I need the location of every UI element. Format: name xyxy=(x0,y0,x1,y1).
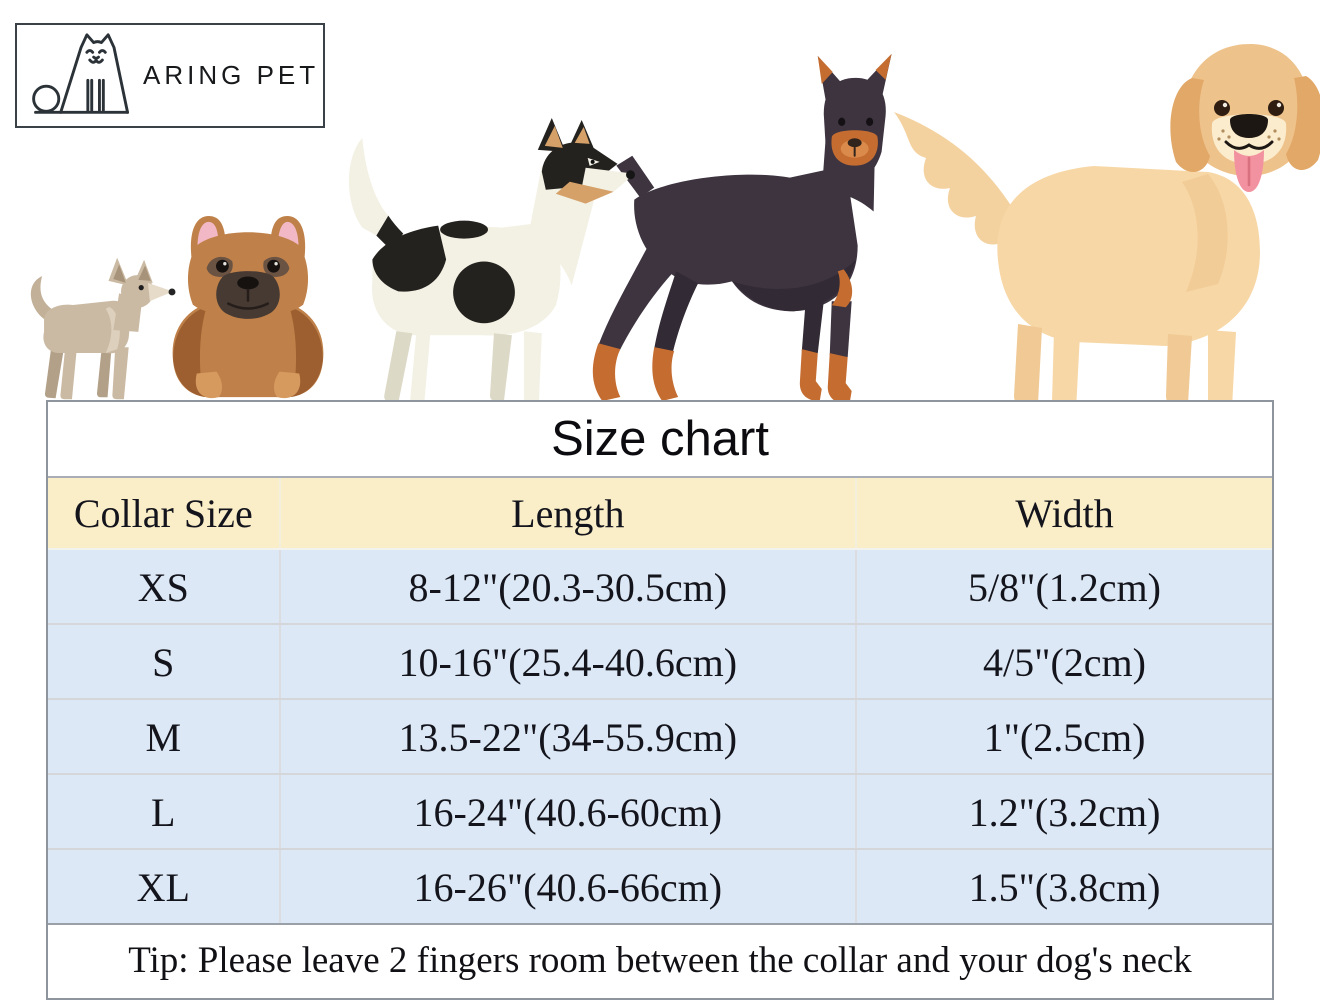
table-row-l: L 16-24"(40.6-60cm) 1.2"(3.2cm) xyxy=(48,773,1272,848)
cell-width: 4/5"(2cm) xyxy=(983,639,1146,685)
column-header-length: Length xyxy=(281,478,858,548)
cell-length: 16-26"(40.6-66cm) xyxy=(281,850,858,923)
cell-length: 16-24"(40.6-60cm) xyxy=(281,775,858,848)
cell-length: 8-12"(20.3-30.5cm) xyxy=(281,550,858,623)
size-chart-table: Size chart Collar Size Length Width XS 8… xyxy=(46,400,1274,1000)
table-header-row: Collar Size Length Width xyxy=(48,478,1272,548)
cell-size: XS xyxy=(48,550,281,623)
cell-size: M xyxy=(48,700,281,773)
cat-line-icon xyxy=(32,32,129,114)
brand-logo: ARING PET xyxy=(15,23,325,128)
table-row-s: S 10-16"(25.4-40.6cm) 4/5"(2cm) xyxy=(48,623,1272,698)
chihuahua-dog-icon xyxy=(6,253,186,405)
size-chart-title: Size chart xyxy=(48,402,1272,478)
cell-width: 1.2"(3.2cm) xyxy=(968,789,1161,835)
cell-width: 5/8"(1.2cm) xyxy=(968,564,1161,610)
french-bulldog-dog-icon xyxy=(162,212,334,409)
brand-name: ARING PET xyxy=(143,60,320,90)
table-row-xl: XL 16-26"(40.6-66cm) 1.5"(3.8cm) xyxy=(48,848,1272,923)
size-chart-tip: Tip: Please leave 2 fingers room between… xyxy=(48,923,1272,996)
rat-terrier-dog-icon xyxy=(332,110,637,409)
cell-length: 13.5-22"(34-55.9cm) xyxy=(281,700,858,773)
column-header-collar-size: Collar Size xyxy=(48,478,281,548)
column-header-width: Width xyxy=(1015,491,1114,536)
cell-size: L xyxy=(48,775,281,848)
table-row-xs: XS 8-12"(20.3-30.5cm) 5/8"(1.2cm) xyxy=(48,548,1272,623)
cell-width: 1"(2.5cm) xyxy=(983,714,1146,760)
cell-width: 1.5"(3.8cm) xyxy=(968,864,1161,910)
cell-length: 10-16"(25.4-40.6cm) xyxy=(281,625,858,698)
golden-retriever-dog-icon xyxy=(878,24,1320,416)
doberman-dog-icon xyxy=(570,50,902,411)
cell-size: XL xyxy=(48,850,281,923)
cell-size: S xyxy=(48,625,281,698)
table-row-m: M 13.5-22"(34-55.9cm) 1"(2.5cm) xyxy=(48,698,1272,773)
